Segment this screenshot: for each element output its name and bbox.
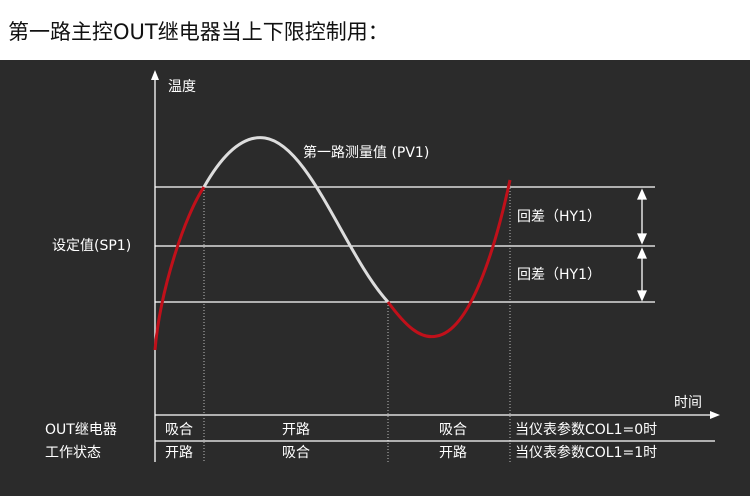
x-axis-label: 时间	[674, 395, 702, 411]
curve-red	[153, 186, 206, 351]
table-cell: 吸合	[282, 445, 310, 461]
y-axis-label: 温度	[168, 79, 196, 95]
curve-label: 第一路测量值 (PV1)	[303, 144, 429, 161]
table-cell: 当仪表参数COL1=0时	[515, 421, 657, 438]
table-cell: 吸合	[439, 422, 467, 438]
y-axis-arrow	[151, 70, 159, 80]
table-cell: 当仪表参数COL1=1时	[515, 444, 657, 461]
table-cell: 开路	[282, 422, 310, 438]
hysteresis-arrows	[636, 188, 648, 302]
curve-red	[386, 179, 512, 339]
table-header: 工作状态	[45, 445, 101, 461]
hysteresis-label: 回差（HY1）	[517, 209, 601, 225]
page-title: 第一路主控OUT继电器当上下限控制用：	[8, 20, 389, 44]
diagram-background	[0, 60, 750, 496]
table-cell: 开路	[439, 445, 467, 461]
setpoint-label: 设定值(SP1)	[52, 238, 131, 254]
table-cell: 开路	[165, 445, 193, 461]
table-header: OUT继电器	[45, 422, 117, 438]
curve-white	[202, 136, 390, 304]
table-cell: 吸合	[165, 422, 193, 438]
hysteresis-label: 回差（HY1）	[517, 267, 601, 283]
x-axis-arrow	[710, 411, 720, 419]
